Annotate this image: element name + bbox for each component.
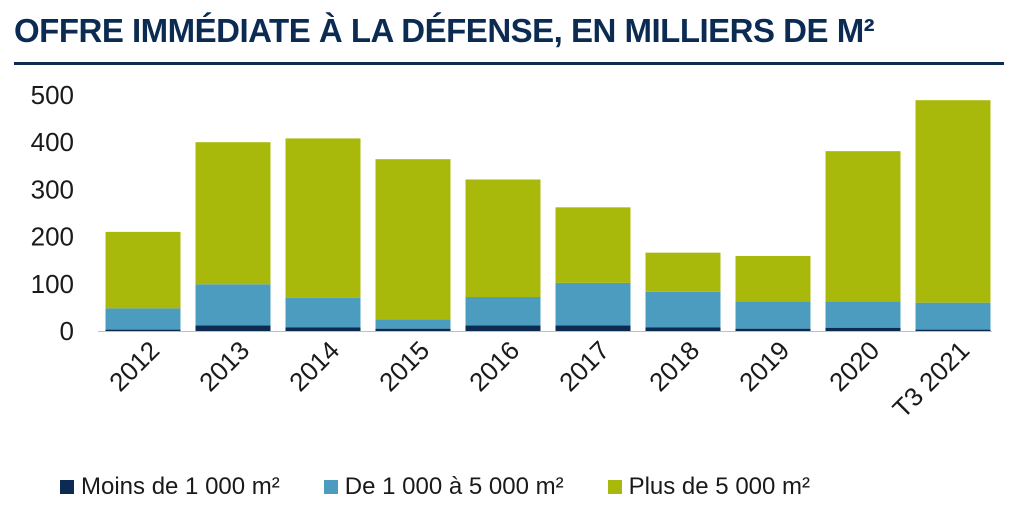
bar-segment-1-2016: [465, 325, 541, 331]
bar-segment-3-2012: [105, 231, 181, 309]
x-tick-label: 2015: [373, 335, 435, 397]
bar-segment-3-2014: [285, 138, 361, 298]
x-tick-label: 2017: [553, 335, 615, 397]
x-tick-label: 2020: [823, 335, 885, 397]
legend-swatch: [60, 480, 74, 494]
x-axis: 2012 2013 2014 2015 2016 2017 2018 2019 2020 T3 2…: [103, 335, 975, 424]
legend: Moins de 1 000 m² De 1 000 à 5 000 m² Plus…: [60, 470, 1010, 504]
x-tick-label: 2014: [283, 335, 345, 397]
bar-segment-3-t3-2021: [915, 100, 991, 303]
y-tick-label: 100: [31, 269, 74, 299]
bar-segment-2-2014: [285, 297, 361, 328]
bar-segment-1-2012: [105, 329, 181, 331]
bar-segment-2-2016: [465, 297, 541, 326]
bar-segment-2-2019: [735, 301, 811, 329]
bar-segment-3-2015: [375, 159, 451, 320]
x-tick-label: 2018: [643, 335, 705, 397]
bar-segment-2-2017: [555, 282, 631, 326]
x-tick-label: 2016: [463, 335, 525, 397]
x-tick-label: 2019: [733, 335, 795, 397]
bars: [98, 100, 992, 332]
legend-label: Moins de 1 000 m²: [81, 473, 280, 500]
bar-segment-2-2018: [645, 291, 721, 328]
y-tick-label: 400: [31, 127, 74, 157]
bar-segment-3-2013: [195, 142, 271, 285]
y-tick-label: 200: [31, 222, 74, 252]
legend-label: Plus de 5 000 m²: [628, 473, 811, 500]
y-tick-label: 0: [60, 316, 74, 346]
bar-segment-3-2018: [645, 252, 721, 292]
bar-segment-2-2015: [375, 319, 451, 329]
bar-segment-2-2020: [825, 301, 901, 328]
x-tick-label: 2012: [103, 335, 165, 397]
legend-label: De 1 000 à 5 000 m²: [344, 473, 564, 500]
chart-title: OFFRE IMMÉDIATE À LA DÉFENSE, EN MILLIER…: [14, 12, 875, 49]
legend-swatch: [607, 480, 622, 494]
y-tick-label: 300: [31, 174, 74, 204]
x-tick-label: 2013: [193, 335, 255, 397]
bar-segment-2-2012: [105, 308, 181, 330]
legend-item: De 1 000 à 5 000 m²: [323, 473, 564, 501]
y-axis: 0 100 200 300 400 500: [31, 80, 74, 346]
bar-segment-2-2013: [195, 284, 271, 326]
bar-segment-1-t3-2021: [915, 329, 991, 331]
legend-item: Moins de 1 000 m²: [60, 473, 280, 501]
bar-segment-1-2017: [555, 325, 631, 331]
x-tick-label: T3 2021: [887, 335, 976, 424]
bar-segment-1-2015: [375, 328, 451, 331]
bar-segment-1-2020: [825, 327, 901, 331]
bar-segment-3-2019: [735, 255, 811, 302]
title-rule: [14, 62, 1004, 65]
bar-segment-3-2020: [825, 151, 901, 302]
bar-segment-3-2016: [465, 179, 541, 298]
bar-segment-1-2013: [195, 325, 271, 331]
y-tick-label: 500: [31, 80, 74, 110]
legend-swatch: [323, 480, 338, 494]
bar-segment-1-2019: [735, 328, 811, 331]
bar-segment-1-2018: [645, 327, 721, 331]
bar-segment-1-2014: [285, 327, 361, 331]
bar-segment-3-2017: [555, 207, 631, 283]
bar-segment-2-t3-2021: [915, 302, 991, 330]
legend-item: Plus de 5 000 m²: [607, 473, 811, 501]
